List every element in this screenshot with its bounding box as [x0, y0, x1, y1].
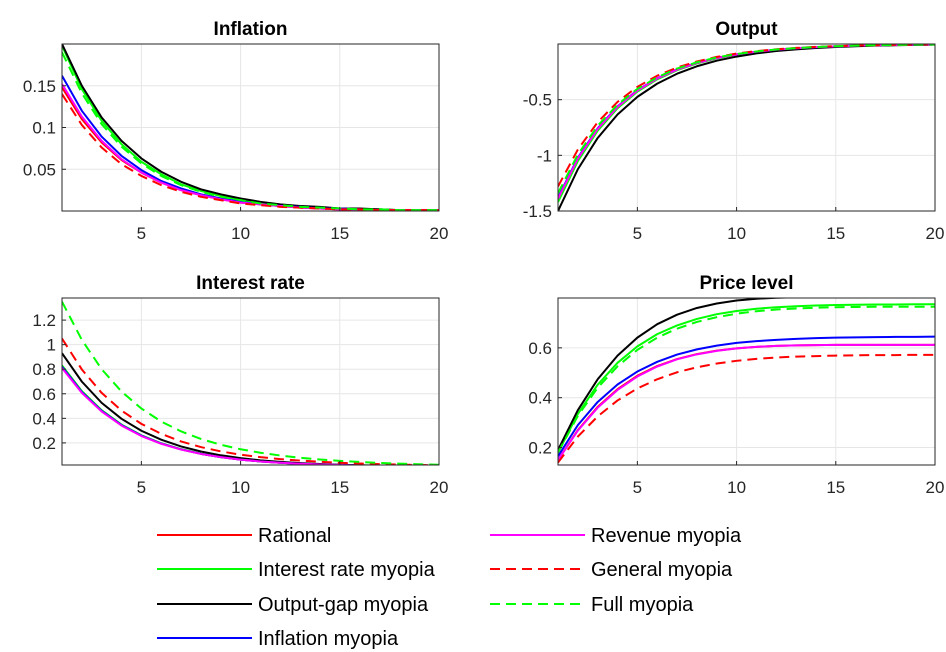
x-tick-label: 15	[330, 478, 349, 497]
legend-item-output-gap-myopia: Output-gap myopia	[157, 594, 429, 616]
legend-item-interest-rate-myopia: Interest rate myopia	[157, 559, 436, 581]
x-tick-label: 5	[633, 224, 642, 243]
x-tick-label: 5	[633, 478, 642, 497]
x-tick-label: 10	[727, 224, 746, 243]
x-tick-label: 20	[430, 478, 449, 497]
series-line-output-gap-myopia	[62, 352, 411, 465]
y-tick-label: 0.15	[23, 77, 56, 96]
x-tick-label: 20	[926, 478, 945, 497]
x-tick-label: 20	[430, 224, 449, 243]
series-group	[558, 44, 935, 211]
series-line-revenue-myopia	[62, 367, 403, 465]
legend-label: Revenue myopia	[591, 525, 742, 547]
plot-area	[558, 298, 935, 465]
y-tick-label: 0.1	[32, 119, 56, 138]
axes-box	[557, 43, 936, 212]
legend-item-inflation-myopia: Inflation myopia	[157, 628, 399, 650]
y-tick-label: 0.2	[528, 439, 552, 458]
y-tick-label: 0.2	[32, 434, 56, 453]
series-group	[558, 298, 935, 464]
axes-box	[557, 297, 936, 466]
series-line-interest-rate-myopia	[558, 303, 935, 453]
series-line-inflation-myopia	[558, 335, 935, 457]
x-tick-label: 10	[727, 478, 746, 497]
series-line-full-myopia	[62, 51, 439, 211]
y-tick-label: -1.5	[523, 202, 552, 221]
legend-label: Interest rate myopia	[258, 559, 436, 581]
panel-interest-rate: 5 10 15 20 0.2 0.4 0.6 0.8 1 1.2 Interest rate	[32, 273, 448, 497]
plot-area	[558, 44, 935, 211]
y-tick-label: 1.2	[32, 311, 56, 330]
y-tick-label: -0.5	[523, 91, 552, 110]
panel-inflation: 5 10 15 20 0.05 0.1 0.15 Inflation	[23, 19, 449, 243]
x-tick-label: 10	[231, 224, 250, 243]
legend-label: Inflation myopia	[258, 628, 399, 650]
x-tick-label: 15	[330, 224, 349, 243]
y-tick-label: 1	[47, 336, 56, 355]
series-line-output-gap-myopia	[558, 298, 816, 451]
x-tick-label: 15	[826, 478, 845, 497]
plot-area	[62, 298, 439, 465]
x-tick-label: 5	[137, 478, 146, 497]
y-tick-label: 0.6	[528, 339, 552, 358]
x-tick-label: 10	[231, 478, 250, 497]
series-group	[62, 301, 439, 465]
legend-label: Output-gap myopia	[258, 594, 429, 616]
panel-title: Interest rate	[196, 273, 305, 294]
panel-title: Price level	[699, 273, 793, 294]
series-line-full-myopia	[558, 305, 935, 454]
series-line-full-myopia	[62, 301, 439, 465]
legend-item-general-myopia: General myopia	[490, 559, 733, 581]
series-line-revenue-myopia	[558, 343, 935, 461]
x-tick-label: 20	[926, 224, 945, 243]
panel-title: Output	[715, 19, 778, 40]
y-tick-label: 0.8	[32, 360, 56, 379]
x-tick-label: 5	[137, 224, 146, 243]
y-tick-label: 0.4	[528, 389, 552, 408]
y-tick-label: 0.6	[32, 385, 56, 404]
series-line-full-myopia	[558, 44, 935, 194]
legend-label: Rational	[258, 525, 331, 547]
series-line-general-myopia	[62, 93, 439, 211]
axes-box	[61, 297, 440, 466]
series-group	[62, 44, 439, 211]
legend-label: Full myopia	[591, 594, 694, 616]
y-tick-label: 0.4	[32, 409, 56, 428]
legend-item-full-myopia: Full myopia	[490, 594, 694, 616]
series-line-general-myopia	[62, 337, 439, 465]
legend-label: General myopia	[591, 559, 733, 581]
panel-title: Inflation	[214, 19, 288, 40]
legend: Rational Interest rate myopia Output-gap m…	[157, 525, 742, 650]
x-tick-label: 15	[826, 224, 845, 243]
legend-item-revenue-myopia: Revenue myopia	[490, 525, 742, 547]
legend-item-rational: Rational	[157, 525, 331, 547]
y-tick-label: 0.05	[23, 160, 56, 179]
panel-output: 5 10 15 20 -1.5 -1 -0.5 Output	[523, 19, 945, 243]
y-tick-label: -1	[537, 146, 552, 165]
panel-price-level: 5 10 15 20 0.2 0.4 0.6 Price level	[528, 273, 944, 497]
